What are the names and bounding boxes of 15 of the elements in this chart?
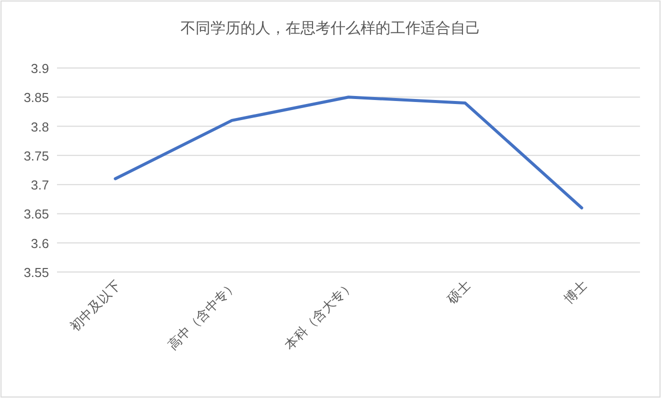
- y-tick-label: 3.9: [30, 61, 49, 76]
- x-tick-label: 高中（含中专）: [165, 278, 240, 352]
- chart-title: 不同学历的人，在思考什么样的工作适合自己: [180, 20, 480, 37]
- y-tick-label: 3.75: [24, 148, 49, 164]
- y-tick-label: 3.8: [30, 119, 49, 134]
- x-tick-label: 博士: [560, 278, 590, 307]
- x-tick-label: 本科（含大专）: [282, 278, 357, 352]
- x-tick-label: 初中及以下: [66, 278, 124, 334]
- y-tick-label: 3.65: [24, 206, 49, 222]
- y-tick-label: 3.55: [24, 265, 49, 280]
- y-tick-label: 3.85: [24, 90, 49, 106]
- y-tick-label: 3.7: [30, 178, 49, 193]
- x-tick-label: 硕士: [444, 278, 474, 308]
- line-series: [114, 96, 584, 210]
- y-tick-label: 3.6: [30, 236, 49, 251]
